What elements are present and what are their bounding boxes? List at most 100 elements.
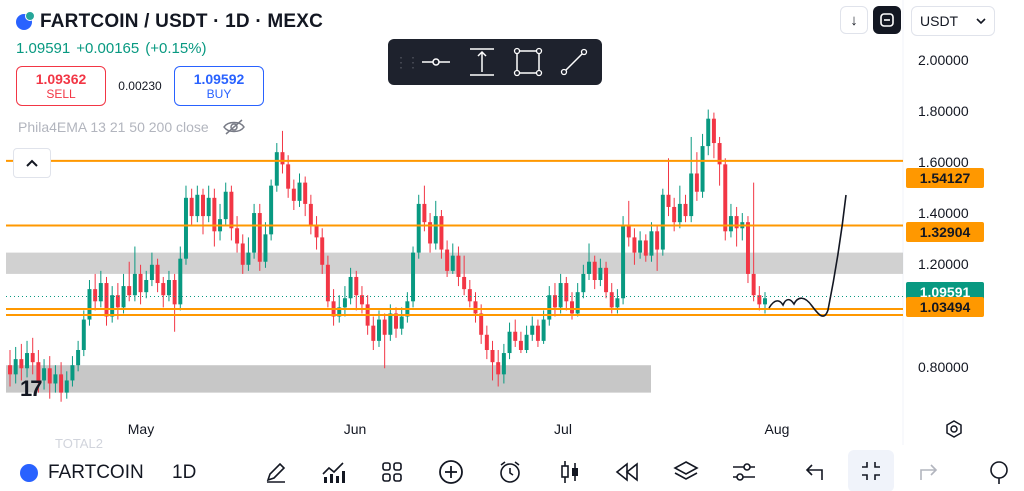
candle-body — [524, 334, 529, 350]
undo-icon[interactable] — [797, 456, 829, 488]
candle-body — [64, 380, 69, 393]
collapse-legend-button[interactable] — [13, 148, 51, 178]
candle-body — [513, 331, 518, 341]
candle-body — [728, 216, 733, 232]
candle-body — [257, 213, 262, 262]
price-change: +0.00165 — [76, 40, 140, 57]
candle-body — [359, 295, 364, 305]
candle-body — [700, 146, 705, 192]
price-range-icon[interactable] — [464, 45, 500, 79]
candle-body — [416, 203, 421, 253]
candle-body — [484, 334, 489, 350]
indicator-legend[interactable]: Phila4EMA 13 21 50 200 close — [18, 119, 245, 135]
candle-body — [201, 194, 205, 217]
candle-body — [189, 197, 194, 217]
candle-body — [98, 283, 103, 302]
candle-body — [394, 313, 399, 329]
candle-body — [297, 182, 302, 201]
candle-body — [672, 206, 677, 223]
candle-body — [575, 292, 580, 314]
candle-body — [183, 197, 188, 259]
candle-body — [547, 295, 552, 320]
bottom-toolbar: FARTCOIN 1D — [0, 450, 1024, 491]
add-icon[interactable] — [435, 456, 467, 488]
chart-title: FARTCOIN / USDT · 1D · MEXC — [40, 11, 324, 32]
candle-body — [25, 353, 30, 369]
candle-body — [212, 197, 217, 232]
coin-logo-icon — [16, 11, 35, 30]
buy-button[interactable]: 1.09592 BUY — [174, 66, 264, 106]
tradingview-logo: 17 — [20, 376, 43, 401]
candle-body — [717, 143, 722, 165]
candle-body — [47, 368, 52, 384]
candle-body — [621, 225, 626, 299]
candle-body — [195, 194, 200, 217]
candle-body — [308, 203, 313, 226]
candle-body — [388, 313, 393, 335]
candle-body — [76, 350, 81, 366]
alert-icon[interactable] — [494, 456, 526, 488]
layers-icon[interactable] — [670, 456, 702, 488]
brush-icon[interactable] — [260, 456, 292, 488]
supply-demand-zone — [6, 365, 651, 393]
buy-label: BUY — [206, 87, 232, 101]
candle-body — [235, 228, 240, 244]
drag-handle-icon[interactable]: ⋮⋮ — [394, 54, 420, 70]
candle-body — [462, 276, 467, 290]
candle-body — [757, 295, 762, 305]
candle-body — [615, 298, 620, 308]
price-change-row: 1.09591 +0.00165 (+0.15%) — [16, 40, 207, 57]
candle-body — [751, 273, 756, 296]
chart-settings-icon[interactable] — [944, 419, 964, 439]
rectangle-icon[interactable] — [510, 45, 546, 79]
candle-body — [643, 240, 648, 256]
y-tick-label: 0.80000 — [918, 359, 969, 375]
trend-line-icon[interactable] — [556, 45, 592, 79]
level-price-tag: 1.32904 — [906, 222, 984, 242]
x-tick-label: May — [127, 421, 155, 437]
horizontal-ray-icon[interactable] — [418, 45, 454, 79]
bar-style-icon[interactable] — [554, 456, 586, 488]
layouts-icon[interactable] — [376, 456, 408, 488]
candle-body — [467, 289, 472, 302]
spread-value: 0.00230 — [118, 79, 162, 93]
redo-icon[interactable] — [914, 456, 946, 488]
candle-body — [445, 249, 450, 271]
arrow-down-icon[interactable]: ↓ — [840, 6, 868, 34]
candle-body — [649, 231, 654, 256]
chevron-down-icon — [976, 18, 986, 25]
candle-body — [479, 313, 484, 335]
settings-sliders-icon[interactable] — [728, 456, 760, 488]
watermark-text: TOTAL2 — [55, 436, 103, 451]
indicators-icon[interactable] — [318, 456, 350, 488]
interval-selector[interactable]: 1D — [172, 462, 197, 483]
candle-body — [206, 197, 211, 217]
candle-body — [382, 319, 387, 335]
candle-body — [450, 255, 455, 271]
candle-body — [433, 216, 438, 244]
candle-body — [604, 267, 609, 293]
symbol-header[interactable]: FARTCOIN / USDT · 1D · MEXC — [16, 11, 323, 33]
candle-body — [626, 225, 631, 238]
sell-button[interactable]: 1.09362 SELL — [16, 66, 106, 106]
candle-body — [763, 298, 767, 305]
eye-off-icon[interactable] — [222, 119, 245, 135]
candle-body — [598, 267, 603, 280]
candle-body — [530, 325, 535, 335]
symbol-selector[interactable]: FARTCOIN — [20, 462, 144, 484]
candle-body — [609, 292, 614, 308]
candle-body — [280, 152, 285, 165]
candle-body — [19, 359, 24, 369]
replay-icon[interactable] — [611, 456, 643, 488]
more-icon[interactable] — [984, 456, 1014, 488]
candle-body — [581, 273, 586, 293]
square-sync-icon[interactable] — [873, 6, 901, 34]
candle-body — [689, 173, 694, 217]
candle-body — [53, 374, 58, 384]
candle-body — [666, 194, 671, 207]
shrink-icon[interactable] — [848, 450, 894, 491]
candle-body — [172, 280, 177, 305]
currency-select[interactable]: USDT — [911, 6, 995, 36]
candle-body — [93, 289, 98, 302]
